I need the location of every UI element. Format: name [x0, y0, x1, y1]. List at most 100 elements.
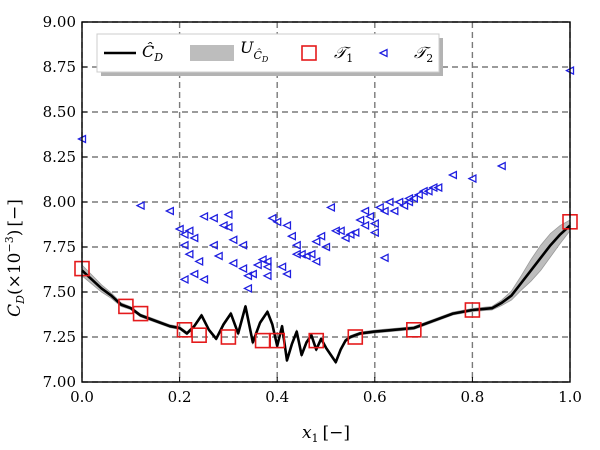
t2-point — [135, 201, 145, 211]
t2-point — [262, 256, 272, 266]
t2-point — [184, 226, 194, 236]
t2-point — [267, 213, 277, 223]
t1-point — [220, 329, 237, 345]
y-tick-label-3: 7.75 — [43, 238, 76, 256]
t2-point — [418, 186, 428, 196]
legend-band-sub: Ĉ — [253, 48, 262, 62]
t2-point — [179, 229, 189, 239]
t2-point — [496, 161, 506, 171]
t2-point — [247, 269, 257, 279]
t2-point — [179, 274, 189, 284]
t2-point — [306, 249, 316, 259]
t2-point — [428, 183, 438, 193]
t2-point — [360, 206, 370, 216]
x-tick-label-0: 0.0 — [70, 388, 94, 406]
x-tick-label-4: 0.8 — [460, 388, 484, 406]
t2-point — [291, 249, 301, 259]
y-axis-label-sub: D — [14, 295, 27, 305]
t2-point — [223, 210, 233, 220]
t2-point — [189, 233, 199, 243]
t2-point — [242, 271, 253, 281]
t1-point — [132, 305, 149, 322]
t2-point — [350, 228, 360, 238]
t2-point — [277, 262, 287, 272]
y-axis-label-exp: −3 — [3, 236, 16, 252]
t2-point — [184, 249, 194, 259]
y-axis-label-factor: (×10 — [5, 253, 25, 296]
legend-t2-sub: 2 — [426, 52, 433, 65]
t2-point — [389, 206, 399, 216]
y-axis-label: CD(×10−3) [−] — [3, 199, 27, 317]
line-layer — [81, 224, 571, 364]
t2-point — [301, 251, 311, 261]
t1-point — [464, 302, 481, 318]
legend-band-label: UĈD — [240, 38, 269, 64]
t2-point — [394, 197, 404, 207]
t2-point — [199, 211, 209, 221]
t2-point — [238, 264, 248, 274]
t2-point — [282, 269, 292, 279]
legend-t2-swatch — [378, 48, 388, 58]
x-tick-label-3: 0.6 — [363, 388, 387, 406]
t2-point — [335, 226, 345, 236]
t2-point — [272, 217, 282, 227]
ticks-layer: 0.0 0.2 0.4 0.6 0.8 1.0 7.00 7.25 7.50 7.75 8.00 8.… — [43, 13, 582, 406]
t2-point — [374, 202, 384, 212]
t2-point — [189, 269, 199, 279]
t2-point — [174, 224, 184, 234]
x-axis-label: x1 [−] — [302, 423, 350, 445]
t2-point — [404, 193, 414, 203]
t1-point — [254, 332, 271, 349]
t2-point — [242, 283, 253, 293]
y-axis-label-tail: ) — [5, 230, 25, 237]
legend-band-swatch — [190, 45, 234, 61]
t2-point — [369, 228, 379, 238]
y-tick-label-6: 8.50 — [43, 103, 76, 121]
t2-point — [262, 262, 272, 272]
y-tick-label-7: 8.75 — [43, 58, 76, 76]
legend-line-main: Ĉ — [142, 41, 154, 61]
t2-point — [379, 253, 389, 263]
legend-band-subsub: D — [261, 55, 269, 64]
t2-point — [321, 242, 331, 252]
t1-point — [269, 332, 286, 349]
t2-point — [369, 219, 379, 229]
t2-point — [291, 240, 301, 250]
y-tick-label-8: 9.00 — [43, 13, 76, 31]
legend-band-main: U — [240, 38, 254, 57]
t2-point — [311, 237, 321, 247]
t2-point — [223, 222, 233, 232]
t2-point — [325, 202, 336, 212]
y-tick-label-5: 8.25 — [43, 148, 76, 166]
t2-point — [433, 183, 443, 193]
t2-point — [340, 233, 350, 243]
t2-point — [164, 206, 174, 216]
y-axis-label-main: C — [5, 304, 25, 317]
t2-point — [282, 220, 292, 230]
x-axis-label-main: x — [302, 423, 312, 443]
t2-point — [257, 255, 267, 265]
t2-point — [345, 229, 355, 239]
y-tick-label-2: 7.50 — [43, 283, 76, 301]
t2-point — [286, 231, 296, 241]
t2-point — [330, 226, 340, 236]
y-tick-label-4: 8.00 — [43, 193, 76, 211]
legend-t1-sub: 1 — [346, 52, 353, 65]
t2-point — [199, 274, 209, 284]
t2-point — [228, 235, 238, 245]
y-tick-label-1: 7.25 — [43, 328, 76, 346]
t2-point — [399, 201, 409, 211]
t2-point — [379, 206, 389, 216]
t2-point — [467, 174, 477, 184]
t2-point — [413, 190, 423, 200]
legend-box — [96, 33, 440, 73]
t2-point — [252, 260, 262, 270]
y-axis-label-unit: [−] — [5, 199, 25, 227]
t2-point — [296, 249, 306, 259]
t1-point — [308, 332, 325, 349]
t1-point — [347, 329, 364, 345]
t2-point — [364, 211, 375, 221]
markers-layer — [74, 66, 578, 349]
t2-point — [360, 220, 370, 230]
